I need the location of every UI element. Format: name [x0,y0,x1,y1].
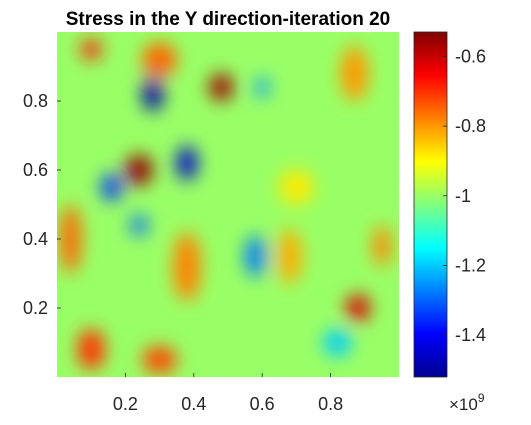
colorbar: -1.4 -1.2 -1 -0.8 -0.6 ×109 [413,31,486,414]
y-tick-label: 0.4 [23,229,48,249]
heat-blob-8 [173,232,201,302]
x-tick-label: 0.4 [181,394,206,414]
heat-blob-7 [142,346,177,374]
plot-area [57,32,399,377]
heat-blob-3 [346,294,370,322]
heat-blob-15 [101,173,122,201]
x-tick-label: 0.6 [250,394,275,414]
heat-blob-11 [142,42,177,77]
heat-blob-9 [340,45,369,101]
colorbar-tick-label: -0.6 [455,46,486,66]
heat-blob-2 [125,154,153,186]
heat-blob-20 [279,169,314,205]
heat-blob-16 [130,214,148,236]
colorbar-tick-label: -1 [455,186,471,206]
colorbar-tick-label: -1.2 [455,255,486,275]
colorbar-tick-label: -0.8 [455,116,486,136]
y-axis: 0.2 0.4 0.6 0.8 [23,91,61,318]
heat-blob-10 [277,228,302,284]
y-tick-label: 0.8 [23,91,48,111]
heat-blob-13 [142,76,164,112]
heat-blob-14 [176,145,198,181]
heat-blob-5 [60,204,81,274]
colorbar-border [413,31,448,378]
chart-title: Stress in the Y direction-iteration 20 [66,9,391,30]
colorbar-multiplier: ×109 [449,391,485,414]
heat-blob-12 [373,225,391,267]
heat-blob-18 [245,235,266,277]
heat-blob-1 [209,73,234,101]
heat-blob-19 [323,328,352,357]
x-axis: 0.2 0.4 0.6 0.8 [113,373,343,414]
heat-blob-6 [77,328,105,371]
x-tick-label: 0.8 [318,394,343,414]
colorbar-gradient [414,32,447,377]
y-tick-label: 0.2 [23,298,48,318]
colorbar-tick-label: -1.4 [455,325,486,345]
heat-blob-4 [80,39,102,60]
heat-blob-17 [255,76,269,98]
y-tick-label: 0.6 [23,160,48,180]
x-tick-label: 0.2 [113,394,138,414]
